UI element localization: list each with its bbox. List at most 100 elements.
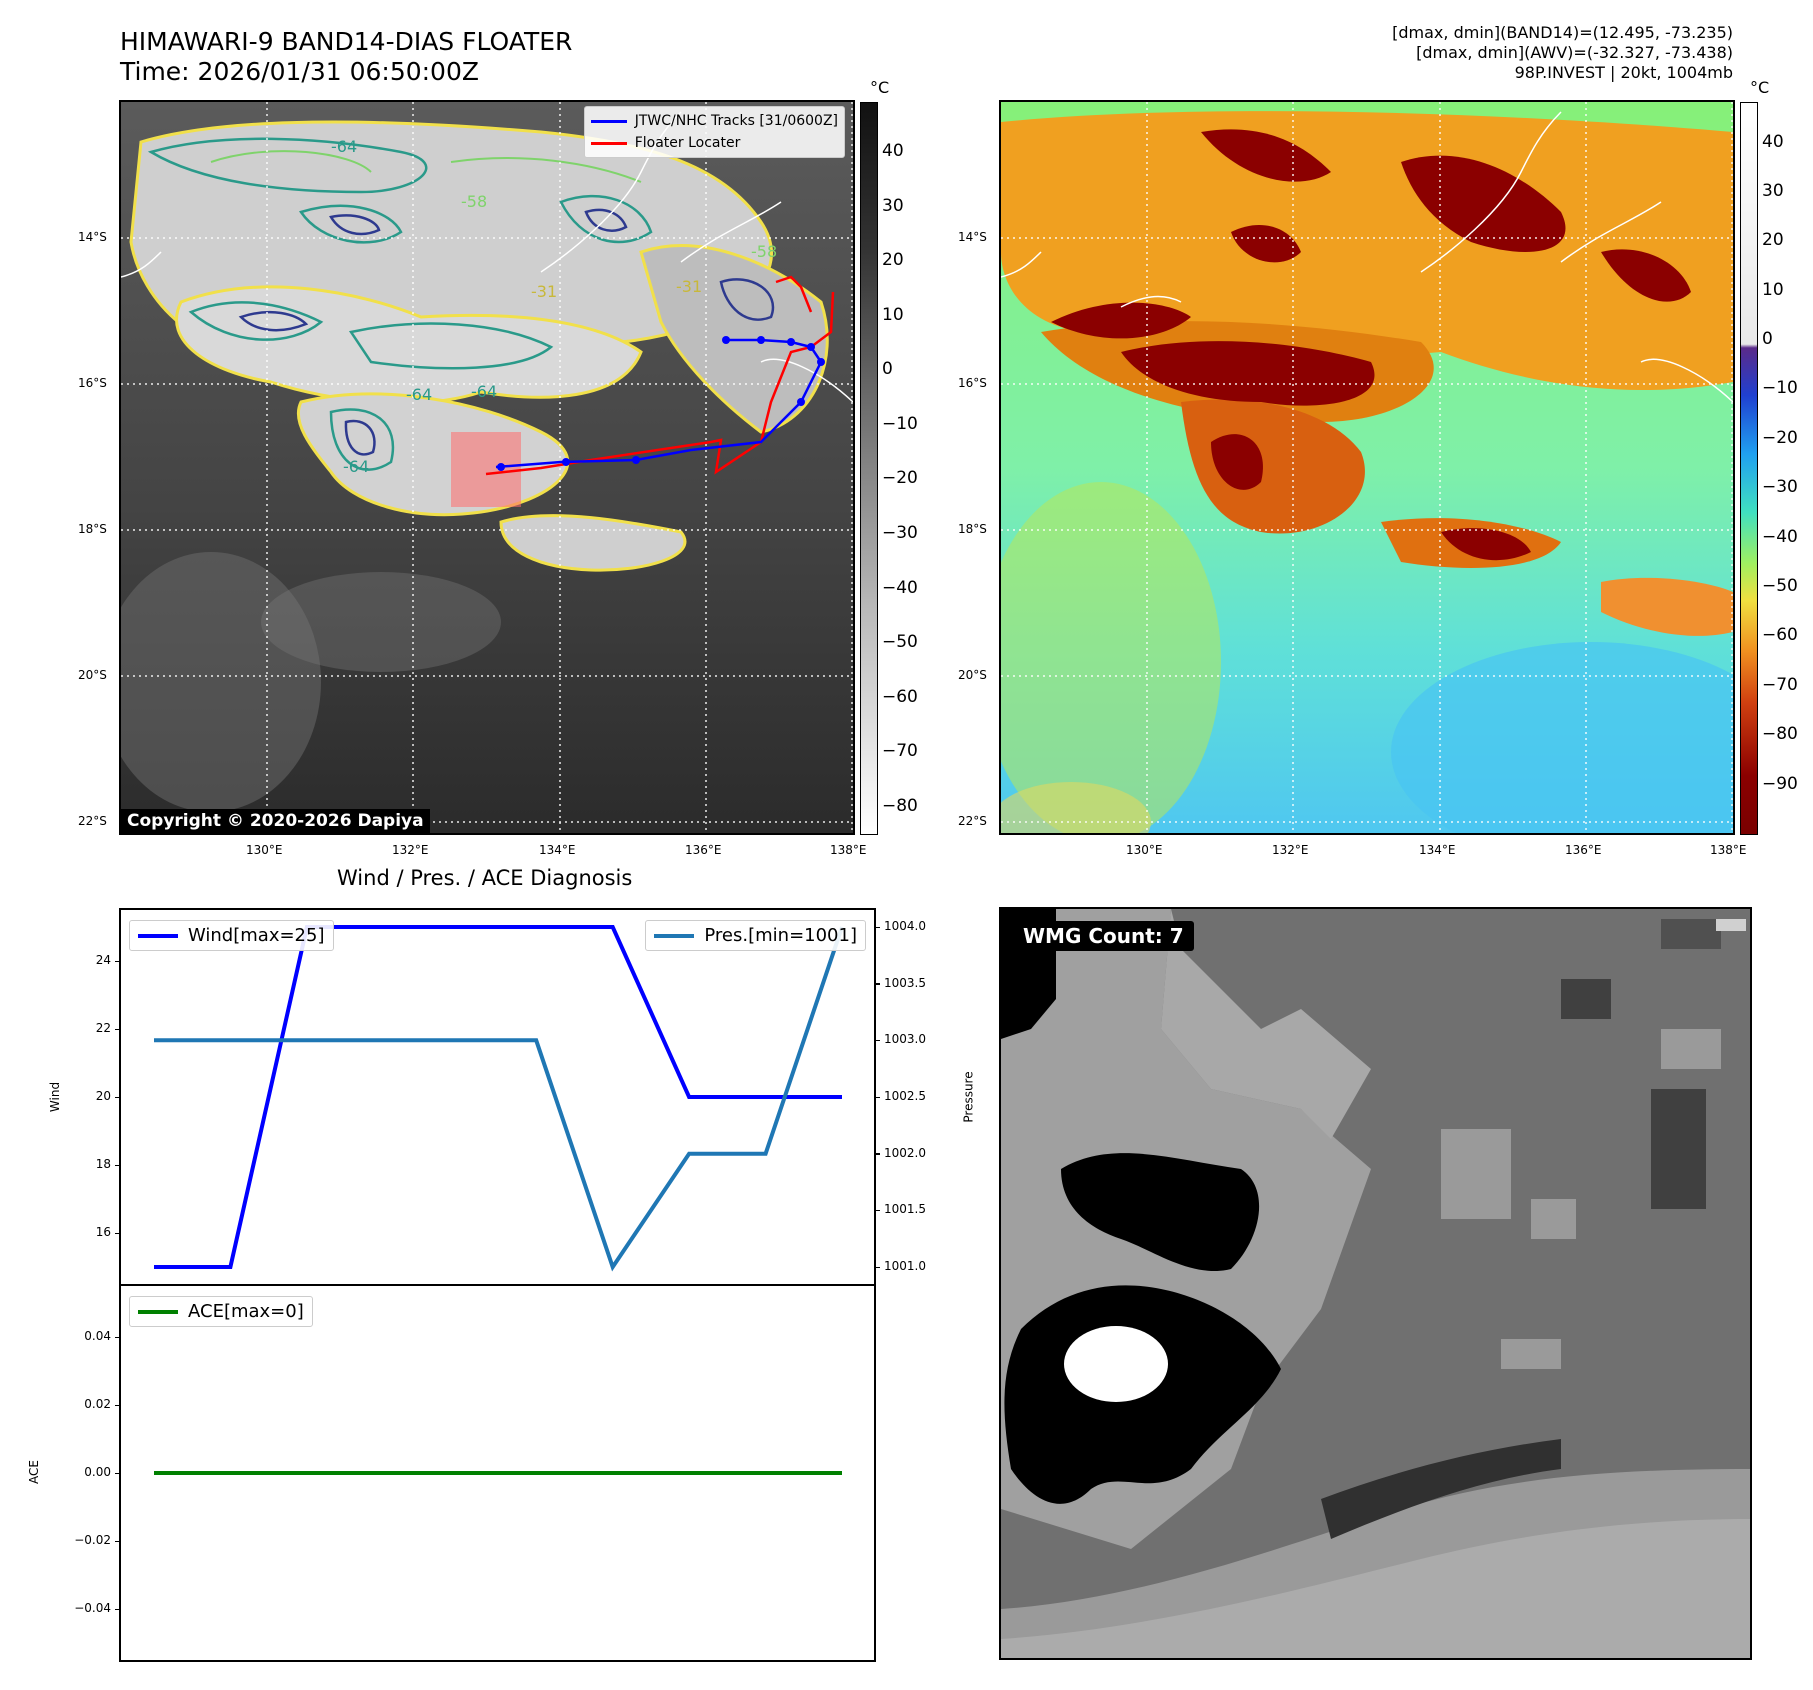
legend-locater-entry: Floater Locater bbox=[590, 132, 838, 154]
wind-swatch bbox=[138, 933, 178, 938]
colorbar-tick: −10 bbox=[1762, 378, 1798, 399]
contour-label: -58 bbox=[751, 242, 778, 261]
diagnosis-title: Wind / Pres. / ACE Diagnosis bbox=[337, 866, 633, 890]
colorbar-tick: 30 bbox=[882, 195, 904, 216]
lat-label: 20°S bbox=[78, 668, 107, 682]
colorbar-tick: 20 bbox=[882, 250, 904, 271]
colorbar-tick: −20 bbox=[1762, 427, 1798, 448]
lat-label: 16°S bbox=[958, 376, 987, 390]
y-tick-label: 1002.5 bbox=[884, 1089, 926, 1103]
y-tick-label: 24 bbox=[95, 953, 111, 967]
colorbar-tick: −40 bbox=[882, 577, 918, 598]
y-tick-mark bbox=[874, 983, 880, 985]
y-tick-mark bbox=[115, 1540, 121, 1542]
y-tick-mark bbox=[874, 1266, 880, 1268]
y-tick-mark bbox=[115, 960, 121, 962]
pressure-axis-label: Pressure bbox=[961, 1071, 976, 1123]
ace-axis-label: ACE bbox=[26, 1460, 41, 1484]
contour-label: -64 bbox=[471, 382, 498, 401]
y-tick-label: 1003.0 bbox=[884, 1032, 926, 1047]
y-tick-label: 0.02 bbox=[84, 1397, 111, 1411]
colorbar-tick: 0 bbox=[882, 359, 893, 380]
info-band14-range: [dmax, dmin](BAND14)=(12.495, -73.235) bbox=[1392, 23, 1733, 42]
wmg-imagery bbox=[1001, 909, 1750, 1658]
colorbar-tick: 0 bbox=[1762, 329, 1773, 350]
y-tick-mark bbox=[115, 1232, 121, 1234]
contour-label: -31 bbox=[531, 282, 558, 301]
y-tick-mark bbox=[115, 1028, 121, 1030]
colorbar-tick: 40 bbox=[882, 141, 904, 162]
colorbar-tick: −10 bbox=[882, 413, 918, 434]
wind-legend: Wind[max=25] bbox=[129, 920, 334, 951]
wind-line bbox=[154, 925, 842, 1269]
lon-label: 130°E bbox=[1126, 843, 1163, 857]
y-tick-label: 1003.5 bbox=[884, 975, 926, 990]
track-swatch bbox=[590, 119, 627, 123]
colorbar-tick: −60 bbox=[882, 686, 918, 707]
colorbar-tick: 40 bbox=[1762, 131, 1784, 152]
colorbar-unit: °C bbox=[870, 78, 890, 97]
colorbar-tick: −50 bbox=[1762, 576, 1798, 597]
lon-label: 132°E bbox=[392, 843, 429, 857]
contour-label: -64 bbox=[406, 385, 433, 404]
y-tick-mark bbox=[874, 1039, 880, 1042]
lon-label: 130°E bbox=[246, 843, 283, 857]
ace-swatch bbox=[138, 1309, 178, 1314]
colorbar-tick: −90 bbox=[1762, 773, 1798, 794]
pressure-legend: Pres.[min=1001] bbox=[645, 920, 866, 951]
y-tick-mark bbox=[874, 1153, 880, 1155]
lat-label: 18°S bbox=[78, 522, 107, 536]
y-tick-label: 20 bbox=[95, 1089, 111, 1103]
ace-legend-label: ACE[max=0] bbox=[188, 1301, 304, 1322]
colorbar-unit: °C bbox=[1750, 78, 1770, 97]
wind-pressure-axes: Wind[max=25] Pres.[min=1001] bbox=[119, 908, 876, 1286]
y-tick-mark bbox=[874, 926, 880, 928]
wmg-count-label: WMG Count: 7 bbox=[1013, 921, 1194, 951]
y-tick-mark bbox=[115, 1164, 121, 1166]
colorbar-tick: 10 bbox=[1762, 279, 1784, 300]
info-awv-range: [dmax, dmin](AWV)=(-32.327, -73.438) bbox=[1416, 43, 1733, 62]
pressure-line bbox=[154, 926, 844, 1272]
colorbar-tick: −80 bbox=[882, 795, 918, 816]
contour-label: -58 bbox=[461, 192, 488, 211]
awv-map-panel bbox=[999, 100, 1735, 835]
lat-label: 18°S bbox=[958, 522, 987, 536]
lat-label: 16°S bbox=[78, 376, 107, 390]
y-tick-mark bbox=[115, 1336, 121, 1338]
ir-map-panel: -64 -58 -31 -64 -64 -64 -31 -58 JTWC/NHC… bbox=[119, 100, 855, 835]
pressure-legend-label: Pres.[min=1001] bbox=[704, 925, 857, 946]
y-tick-label: 0.00 bbox=[84, 1465, 111, 1479]
colorbar-tick: −30 bbox=[882, 522, 918, 543]
colorbar-tick: −30 bbox=[1762, 477, 1798, 498]
colorbar-tick: −70 bbox=[882, 741, 918, 762]
y-tick-label: −0.04 bbox=[74, 1601, 111, 1615]
lon-label: 134°E bbox=[539, 843, 576, 857]
locater-swatch bbox=[590, 141, 627, 145]
y-tick-mark bbox=[115, 1472, 121, 1474]
ir-map-imagery bbox=[121, 102, 853, 833]
ace-plot bbox=[154, 1471, 842, 1475]
colorbar-left bbox=[860, 102, 878, 835]
info-storm: 98P.INVEST | 20kt, 1004mb bbox=[1514, 63, 1733, 82]
wmg-panel: WMG Count: 7 bbox=[999, 907, 1752, 1660]
pressure-swatch bbox=[654, 933, 695, 938]
colorbar-tick: 20 bbox=[1762, 230, 1784, 251]
y-tick-label: 1002.0 bbox=[884, 1145, 926, 1160]
wind-axis-label: Wind bbox=[48, 1081, 63, 1113]
contour-label: -64 bbox=[331, 137, 358, 156]
colorbar-tick: −50 bbox=[882, 632, 918, 653]
ace-legend: ACE[max=0] bbox=[129, 1296, 313, 1327]
figure-title: HIMAWARI-9 BAND14-DIAS FLOATER bbox=[120, 27, 573, 56]
colorbar-tick: −40 bbox=[1762, 526, 1798, 547]
lon-label: 136°E bbox=[1565, 843, 1602, 857]
lat-label: 22°S bbox=[958, 814, 987, 828]
contour-label: -64 bbox=[343, 457, 370, 476]
y-tick-label: 1001.0 bbox=[884, 1259, 926, 1273]
lon-label: 136°E bbox=[685, 843, 722, 857]
colorbar-tick: −20 bbox=[882, 468, 918, 489]
colorbar-tick: −60 bbox=[1762, 625, 1798, 646]
colorbar-tick: 10 bbox=[882, 304, 904, 325]
y-tick-mark bbox=[874, 1209, 880, 1212]
y-tick-mark bbox=[115, 1096, 121, 1098]
legend-track-entry: JTWC/NHC Tracks [31/0600Z] bbox=[590, 110, 838, 132]
